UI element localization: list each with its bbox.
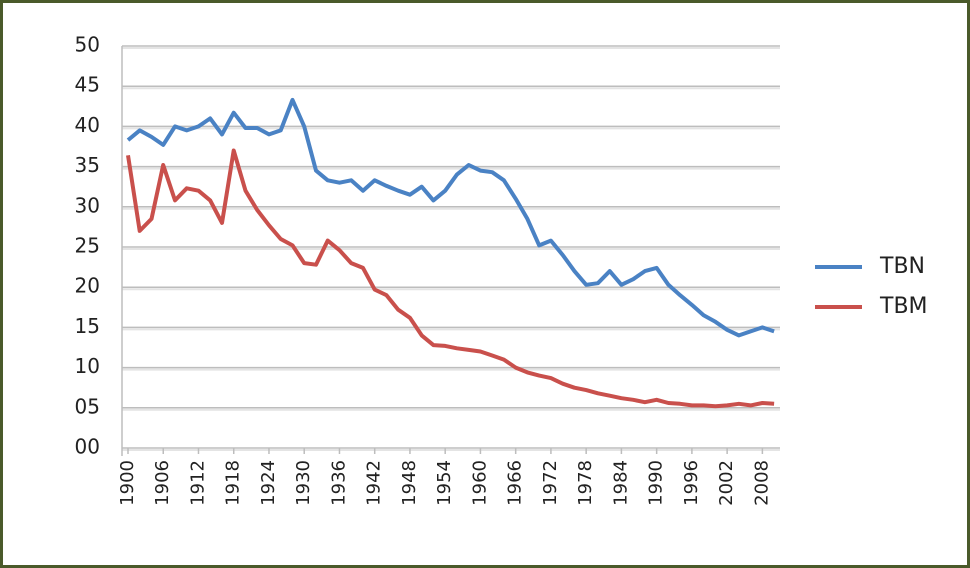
x-tick-label: 1948: [399, 460, 420, 506]
y-tick-label: 45: [75, 73, 100, 97]
y-tick-label: 05: [75, 394, 100, 418]
x-tick-label: 1936: [328, 460, 349, 506]
x-tick-label: 1906: [152, 460, 173, 506]
x-tick-label: 1912: [187, 460, 208, 506]
x-tick-label: 1990: [646, 460, 667, 506]
series-line: [126, 97, 775, 338]
x-tick-label: 1960: [469, 460, 490, 506]
x-tick-label: 1918: [223, 460, 244, 506]
x-tick-label: 1924: [258, 460, 279, 506]
x-tick-label: 1954: [434, 460, 455, 506]
x-tick-label: 1930: [293, 460, 314, 506]
x-tick-label: 1942: [364, 460, 385, 506]
y-tick-label: 50: [75, 33, 100, 57]
y-tick-label: 20: [75, 274, 100, 298]
x-tick-label: 2002: [716, 460, 737, 506]
y-tick-label: 10: [75, 354, 100, 378]
x-tick-label: 1900: [117, 460, 138, 506]
y-tick-label: 00: [75, 435, 100, 459]
y-tick-label: 40: [75, 113, 100, 137]
y-tick-label: 25: [75, 234, 100, 258]
x-tick-label: 1996: [681, 460, 702, 506]
x-tick-label: 1978: [575, 460, 596, 506]
legend-label: TBN: [879, 254, 925, 279]
x-tick-label: 1984: [610, 460, 631, 506]
x-tick-label: 1966: [505, 460, 526, 506]
legend-label: TBM: [879, 294, 928, 319]
y-tick-label: 30: [75, 193, 100, 217]
y-tick-label: 15: [75, 314, 100, 338]
x-tick-label: 2008: [751, 460, 772, 506]
series-line: [126, 148, 775, 409]
y-tick-label: 35: [75, 153, 100, 177]
x-tick-label: 1972: [540, 460, 561, 506]
